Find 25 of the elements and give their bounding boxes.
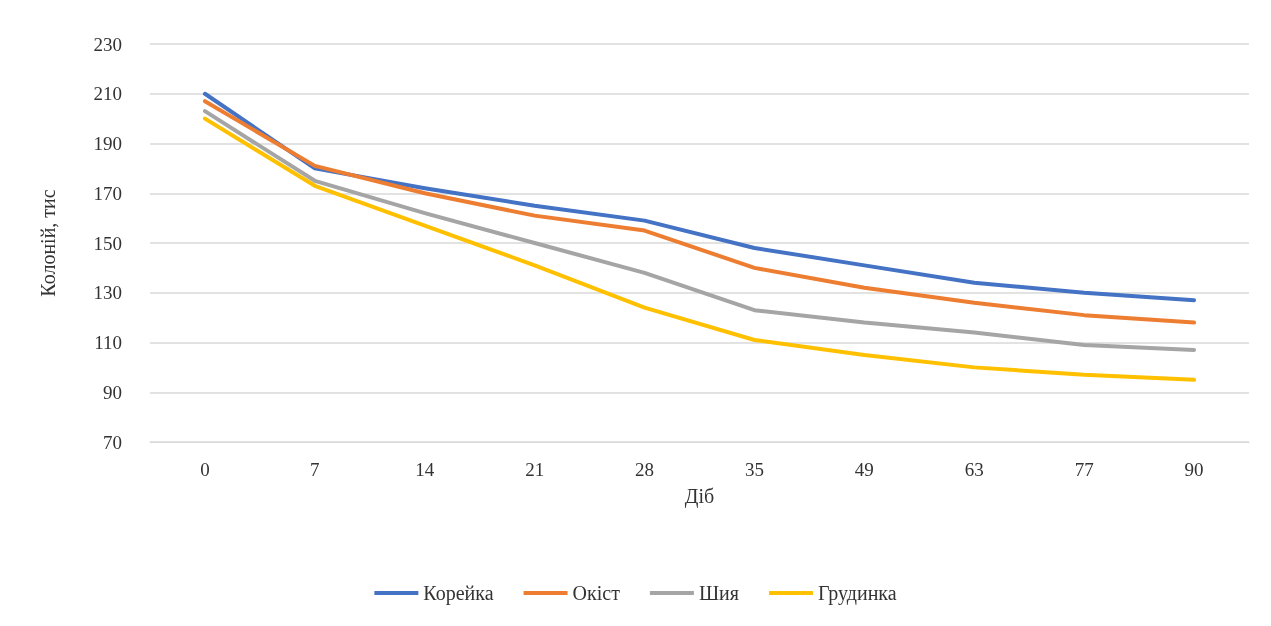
y-tick-label: 110 — [94, 332, 122, 353]
x-tick-label: 35 — [744, 459, 764, 480]
x-tick-label: 21 — [525, 459, 545, 480]
x-axis-title: Діб — [684, 485, 715, 508]
y-tick-label: 210 — [93, 83, 122, 105]
x-tick-label: 7 — [310, 459, 320, 480]
x-tick-label: 90 — [1184, 459, 1204, 480]
y-tick-label: 70 — [103, 431, 122, 453]
legend-label: Корейка — [423, 582, 494, 605]
y-tick-label: 170 — [93, 182, 122, 204]
x-tick-label: 0 — [200, 459, 210, 480]
x-tick-label: 77 — [1074, 459, 1094, 480]
legend-label: Окіст — [572, 582, 621, 604]
x-tick-label: 14 — [415, 459, 435, 480]
y-tick-label: 130 — [93, 282, 122, 304]
x-tick-label: 63 — [964, 459, 984, 480]
legend-label: Шия — [698, 582, 739, 604]
x-tick-label: 28 — [635, 459, 655, 480]
x-tick-label: 49 — [854, 459, 874, 480]
y-axis-title: Колоній, тис — [37, 189, 59, 297]
y-tick-label: 90 — [103, 381, 122, 403]
y-tick-label: 230 — [93, 33, 122, 55]
legend-label: Грудинка — [817, 582, 897, 605]
y-tick-label: 190 — [93, 133, 122, 154]
y-tick-label: 150 — [93, 232, 122, 254]
